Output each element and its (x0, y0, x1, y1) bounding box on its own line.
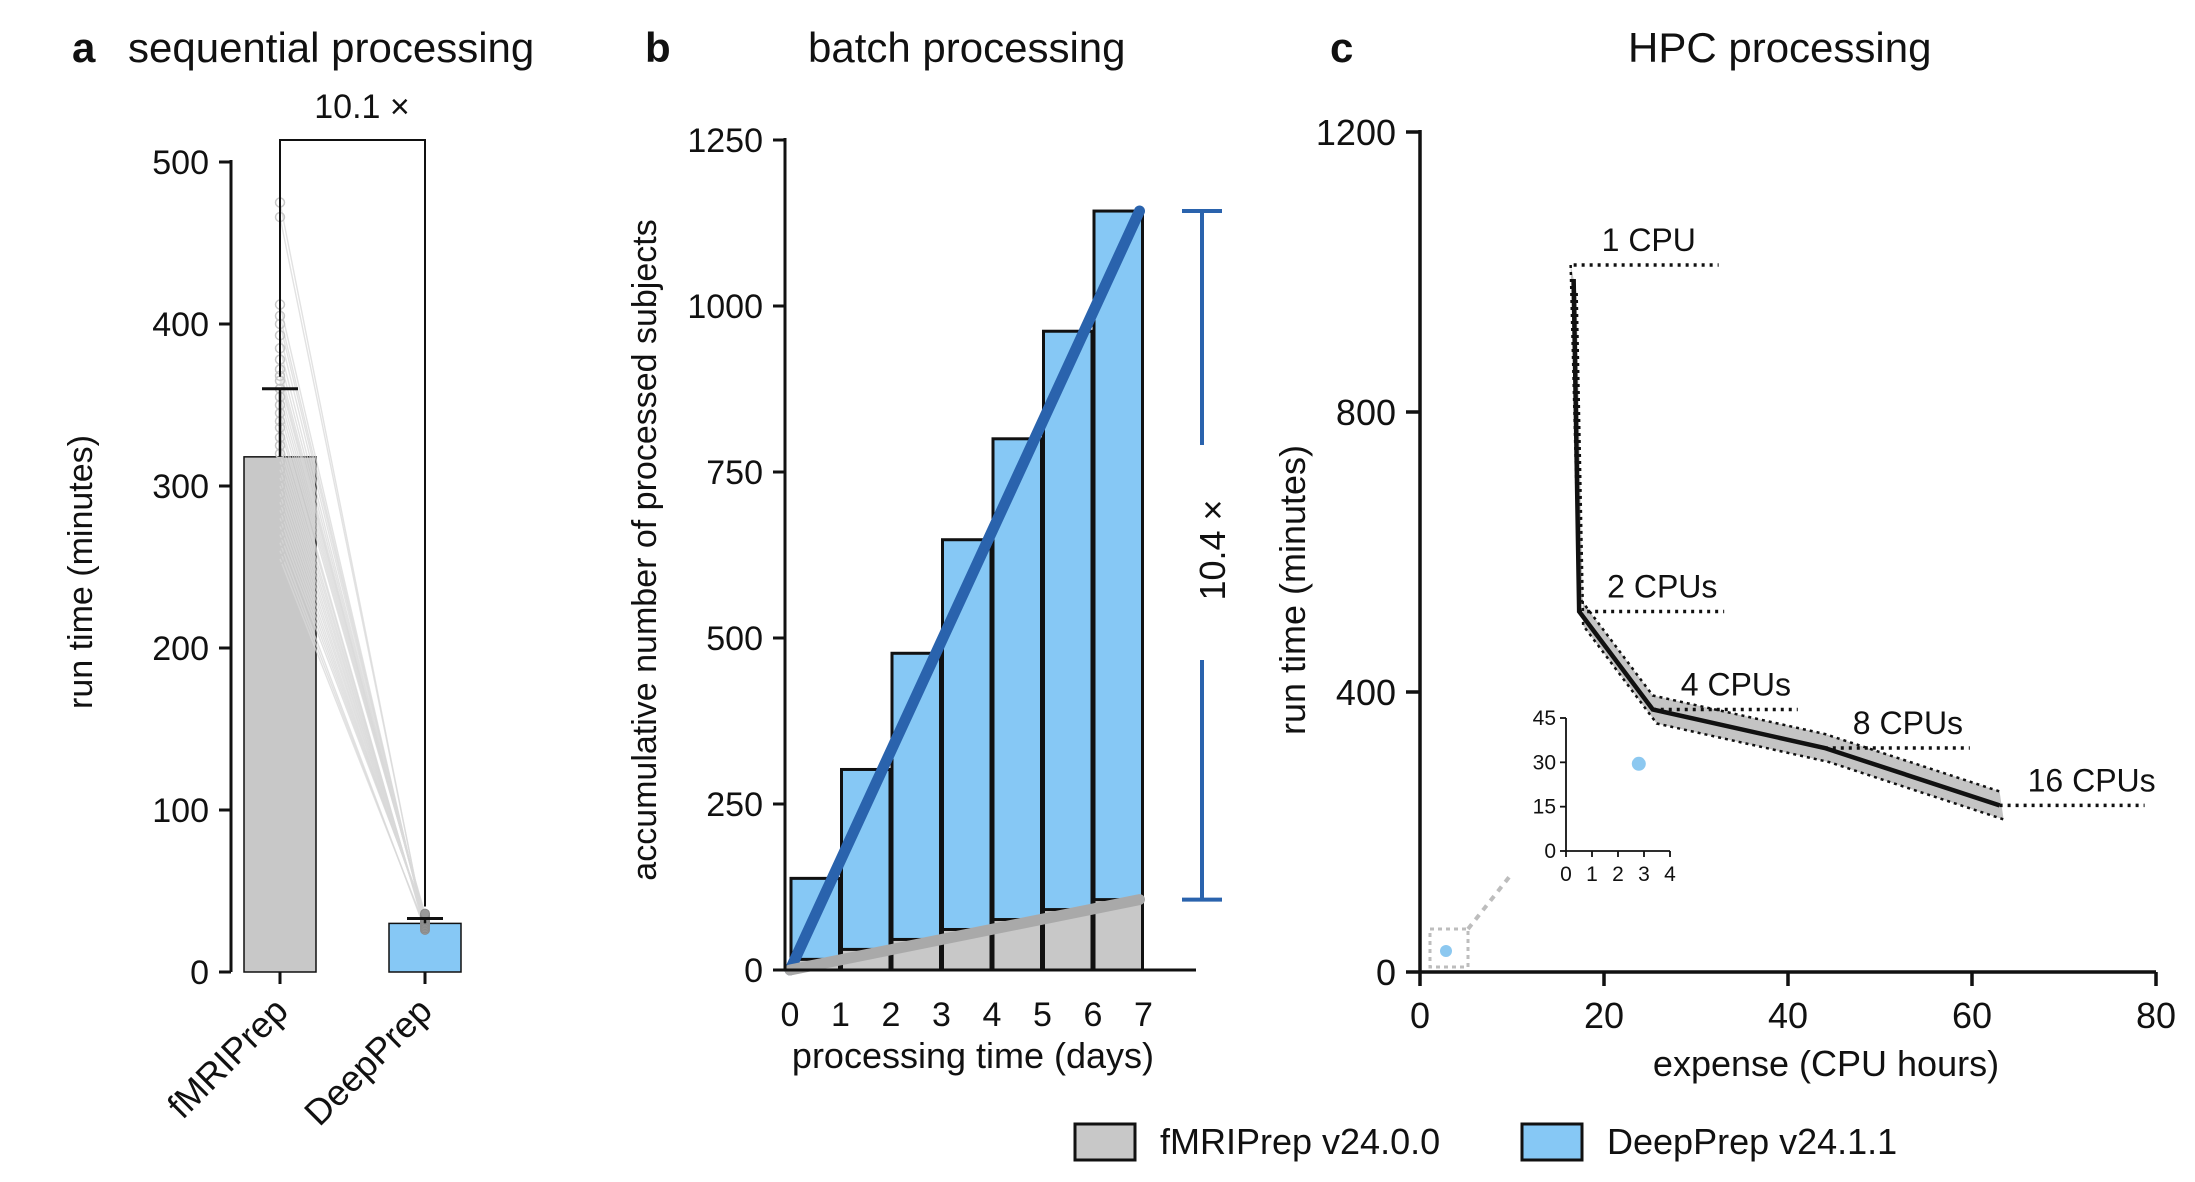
panel-c-cpu-label: 2 CPUs (1607, 569, 1717, 605)
panel-a-point-fmriprep (274, 480, 286, 492)
panel-c-ytick-label: 0 (1376, 952, 1396, 993)
panel-b-ytick-label: 0 (744, 952, 763, 990)
panel-b-xtick-label: 7 (1134, 996, 1153, 1034)
panel-a-point-fmriprep (274, 537, 286, 548)
panel-c-cpu-label: 16 CPUs (2028, 762, 2156, 798)
panel-b-xtick-label: 4 (983, 996, 1002, 1034)
panel-letter-a: a (72, 24, 96, 71)
panel-c-xtick-label: 40 (1768, 995, 1808, 1036)
panel-a-xtick-fmriprep: fMRIPrep (159, 990, 296, 1127)
panel-b-xtick-label: 5 (1033, 996, 1052, 1034)
panel-b-xtick-label: 6 (1084, 996, 1103, 1034)
panel-b-title: batch processing (808, 24, 1126, 71)
panel-b-fold-annotation: 10.4 × (1192, 499, 1233, 600)
panel-c-deepprep-point (1440, 945, 1452, 957)
panel-c-xtick-label: 0 (1410, 995, 1430, 1036)
inset-deepprep-point (1631, 756, 1646, 771)
panel-a-point-fmriprep (274, 521, 286, 532)
panel-b-ytick-label: 250 (706, 786, 763, 824)
panel-a-subject-line (279, 216, 426, 929)
panel-b-ytick-label: 1250 (687, 122, 763, 160)
panel-c-zoom-box (1428, 927, 1470, 969)
panel-a-point-fmriprep (274, 464, 286, 476)
panel-c-cpu-label: 4 CPUs (1681, 667, 1791, 703)
inset-ytick-label: 15 (1533, 796, 1556, 819)
panel-b-ylabel: accumulative number of processed subject… (626, 219, 664, 880)
panel-a-point-fmriprep (274, 513, 286, 524)
panel-a-point-deepprep (420, 908, 430, 919)
panel-a-title: sequential processing (128, 24, 534, 71)
panel-a-point-fmriprep (274, 472, 286, 484)
panel-c-zoom-connector (1466, 874, 1512, 931)
panel-a-point-fmriprep (274, 553, 286, 565)
panel-a-point-fmriprep (274, 545, 286, 557)
panel-c-band-upper-edge (1569, 264, 2000, 793)
panel-b-trend-deepprep (784, 205, 1145, 976)
panel-c-ytick-label: 400 (1336, 672, 1396, 713)
panel-a-chart: run time (minutes) 10.1 × 0 100 200 300 400 5… (62, 88, 462, 1134)
panel-a-ytick-label: 300 (152, 468, 209, 506)
inset-ytick-label: 30 (1533, 751, 1556, 774)
inset-ytick-label: 0 (1544, 840, 1556, 863)
panel-a-ytick-label: 400 (152, 306, 209, 344)
inset-ytick-label: 45 (1533, 707, 1556, 730)
legend: fMRIPrep v24.0.0 DeepPrep v24.1.1 (1073, 1121, 1897, 1162)
panel-a-subject-line (279, 412, 426, 914)
panel-c-cpu-label: 8 CPUs (1853, 705, 1963, 741)
legend-label-fmriprep: fMRIPrep v24.0.0 (1160, 1121, 1440, 1162)
panel-c-xlabel: expense (CPU hours) (1653, 1043, 1999, 1084)
inset-xtick-label: 1 (1586, 863, 1598, 886)
panel-a-ytick-label: 500 (152, 144, 209, 182)
panel-a-ylabel: run time (minutes) (62, 435, 100, 709)
panel-a-subject-line (279, 558, 426, 927)
panel-b-xtick-label: 1 (831, 996, 850, 1034)
panel-b-bar-deepprep (941, 538, 993, 972)
panel-letter-b: b (645, 24, 671, 71)
panel-c-ylabel: run time (minutes) (1272, 445, 1313, 735)
panel-a-ytick-label: 0 (190, 954, 209, 992)
panel-c-title: HPC processing (1628, 24, 1931, 71)
panel-b-bar-deepprep (1092, 209, 1144, 972)
legend-swatch-fmriprep (1073, 1122, 1137, 1162)
panel-a-point-fmriprep (274, 505, 286, 516)
panel-b-bar-deepprep (991, 437, 1043, 972)
panel-a-point-fmriprep (274, 496, 286, 508)
panel-b-ytick-label: 500 (706, 620, 763, 658)
panel-b-trend-fmriprep (784, 894, 1145, 976)
panel-b-xlabel: processing time (days) (792, 1035, 1154, 1076)
panel-a-xtick-deepprep: DeepPrep (296, 990, 440, 1134)
legend-swatch-deepprep (1520, 1122, 1584, 1162)
inset-xtick-label: 0 (1560, 863, 1572, 886)
panel-a-bracket (279, 139, 426, 907)
panel-c-cpu-label: 1 CPU (1602, 222, 1696, 258)
panel-a-subject-line (279, 534, 426, 914)
panel-b-bar-fmriprep (1092, 898, 1144, 972)
panel-b-xtick-label: 0 (781, 996, 800, 1034)
panel-c-xtick-label: 20 (1584, 995, 1624, 1036)
panel-a-ytick-label: 100 (152, 792, 209, 830)
panel-c-xtick-label: 80 (2136, 995, 2176, 1036)
panel-c-ytick-label: 1200 (1316, 112, 1396, 153)
inset-xtick-label: 4 (1664, 863, 1676, 886)
inset-xtick-label: 3 (1638, 863, 1650, 886)
panel-b-xtick-label: 2 (882, 996, 901, 1034)
panel-b-bar-deepprep (1042, 329, 1094, 972)
panel-a-ytick-label: 200 (152, 630, 209, 668)
panel-c-xtick-label: 60 (1952, 995, 1992, 1036)
panel-a-point-fmriprep (274, 456, 286, 467)
panel-b-ytick-label: 1000 (687, 288, 763, 326)
legend-label-deepprep: DeepPrep v24.1.1 (1607, 1121, 1897, 1162)
panel-a-fold-annotation: 10.1 × (314, 88, 409, 126)
panel-c-chart: run time (minutes) expense (CPU hours) 0… (1272, 112, 2176, 1084)
panel-a-point-fmriprep (274, 529, 286, 540)
inset-xtick-label: 2 (1612, 863, 1624, 886)
panel-c-ytick-label: 800 (1336, 392, 1396, 433)
panel-b-xtick-label: 3 (932, 996, 951, 1034)
panel-a-point-fmriprep (274, 488, 286, 500)
panel-b-ytick-label: 750 (706, 454, 763, 492)
panel-c-band-lower-edge (1575, 292, 2004, 821)
panel-b-chart: accumulative number of processed subject… (626, 122, 1233, 1076)
panel-letter-c: c (1330, 24, 1353, 71)
